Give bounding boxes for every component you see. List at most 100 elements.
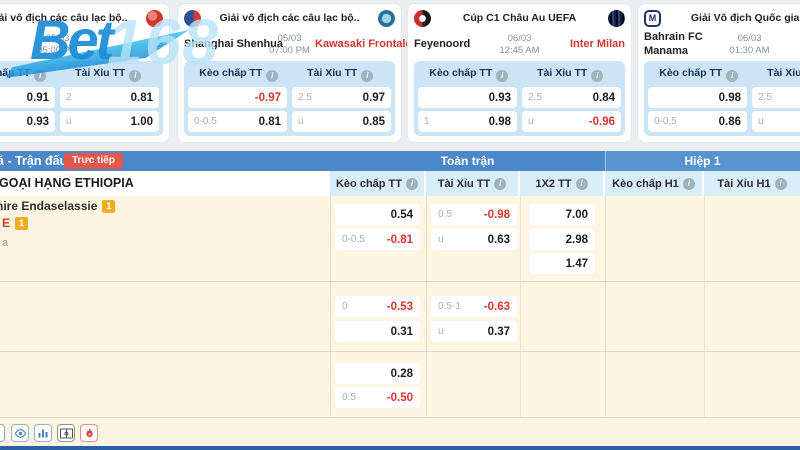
odds-table-body: Shire Endaselassie 1 E 1 a 0.54 0-0.5-0.… <box>0 196 800 446</box>
odds-cell[interactable]: u 0.85 <box>292 111 391 132</box>
bottom-accent-bar <box>0 446 800 450</box>
info-icon[interactable] <box>591 69 604 82</box>
match-card[interactable]: Giải vô địch các câu lạc bộ.. Shanghai S… <box>177 3 412 143</box>
odds-panel: Kèo chấp TT Tài Xỉu TT 0.93 2.50.84 10.9… <box>414 61 625 136</box>
home-team-logo-icon <box>644 9 661 27</box>
odds-cell[interactable]: 0.31 <box>335 321 420 342</box>
overunder-column-header: Tài Xỉu TT <box>520 67 622 82</box>
match-card[interactable]: Giải vô địch các câu lạc bộ.. 05/03 05:00… <box>0 3 170 143</box>
hot-flame-icon[interactable] <box>80 424 98 442</box>
odds-table-header: NGOẠI HẠNG ETHIOPIA Kèo chấp TT Tài Xỉu … <box>0 171 800 197</box>
odds-cell[interactable]: 1 0.98 <box>418 111 517 132</box>
half-section-background <box>605 151 800 171</box>
odds-cell[interactable]: 0.5-1 -0.63 <box>431 296 517 317</box>
odds-cell[interactable]: 0.93 <box>418 87 517 108</box>
odds-panel: Kèo chấp TT Tài Xỉu TT 0.91 20.81 0.93 u… <box>0 61 163 136</box>
home-team-name: Feyenoord <box>414 37 471 50</box>
stats-bars-icon[interactable] <box>34 424 52 442</box>
section-divider <box>605 151 606 171</box>
match-datetime: 05/03 07:00 PM <box>269 32 310 56</box>
overunder-column-header: Tài Xỉu TT <box>767 67 800 80</box>
column-header-handicap-h1: Kèo chấp H1 <box>605 171 704 196</box>
handicap-column-header: Kèo chấp TT <box>418 67 520 82</box>
odds-panel: Kèo chấp TT Tài Xỉu TT 0.98 2.5 0-0.50.8… <box>644 61 800 136</box>
info-icon[interactable] <box>774 177 787 190</box>
info-icon[interactable] <box>726 69 739 82</box>
odds-cell[interactable]: 0-0.5 0.86 <box>648 111 747 132</box>
odds-cell[interactable]: 1.47 <box>529 253 595 274</box>
odds-cell[interactable]: 0.28 <box>335 363 420 384</box>
yellow-card-badge: 1 <box>15 216 29 230</box>
league-title: Giải vô địch các câu lạc bộ.. <box>219 12 360 24</box>
away-team-logo-icon <box>146 9 163 27</box>
column-header-1x2-ft: 1X2 TT <box>520 171 605 196</box>
odds-cell[interactable]: 0.5 -0.50 <box>335 387 420 408</box>
odds-panel: Kèo chấp TT Tài Xỉu TT -0.97 2.50.97 0-0… <box>184 61 395 136</box>
column-header-handicap-ft: Kèo chấp TT <box>330 171 426 196</box>
section-title: Bóng đá - Trận đấu <box>0 154 68 168</box>
tab-full-time[interactable]: Toàn trận <box>440 154 495 168</box>
odds-cell[interactable]: 0.98 <box>648 87 747 108</box>
odds-cell[interactable]: u -0.96 <box>522 111 621 132</box>
odds-cell[interactable]: 0.5 -0.98 <box>431 204 517 225</box>
column-header-overunder-h1: Tài Xỉu H1 <box>704 171 800 196</box>
info-icon[interactable] <box>266 69 279 82</box>
column-header-overunder-ft: Tài Xỉu TT <box>426 171 520 196</box>
info-icon[interactable] <box>34 69 47 82</box>
info-icon[interactable] <box>575 177 588 190</box>
odds-cell[interactable]: 0.91 <box>0 87 55 108</box>
away-team-row[interactable]: E 1 <box>2 216 29 230</box>
eye-icon[interactable] <box>11 424 29 442</box>
handicap-column-header: Kèo chấp TT <box>0 67 58 82</box>
away-team-name: Inter Milan <box>569 37 625 50</box>
odds-cell[interactable]: -0.97 <box>188 87 287 108</box>
handicap-column-header: Kèo chấp TT <box>188 67 290 82</box>
info-icon[interactable] <box>361 69 374 82</box>
odds-cell[interactable]: 0-0.5 -0.81 <box>335 229 420 250</box>
odds-cell[interactable]: 2.5 0.97 <box>292 87 391 108</box>
live-badge[interactable]: Trực tiếp <box>64 153 123 169</box>
odds-cell[interactable]: 0.54 <box>335 204 420 225</box>
info-icon[interactable] <box>129 69 142 82</box>
away-team-logo-icon <box>378 9 395 27</box>
odds-cell[interactable]: 0.93 <box>0 111 55 132</box>
odds-cell[interactable]: 2 0.81 <box>60 87 159 108</box>
odds-cell[interactable]: 0 -0.53 <box>335 296 420 317</box>
away-team-logo-icon <box>608 9 625 27</box>
odds-cell[interactable]: u 0.37 <box>431 321 517 342</box>
odds-cell[interactable]: u 0.63 <box>431 229 517 250</box>
match-datetime: 06/03 01:30 AM <box>729 32 770 56</box>
overunder-column-header: Tài Xỉu TT <box>58 67 160 82</box>
info-icon[interactable] <box>494 177 507 190</box>
away-team-name: Kawasaki Frontale <box>315 37 412 50</box>
odds-cell[interactable]: 2.5 <box>752 87 800 108</box>
league-name: NGOẠI HẠNG ETHIOPIA <box>0 176 134 190</box>
match-datetime: 05/03 05:00 PM <box>37 32 78 56</box>
home-team-row[interactable]: Shire Endaselassie 1 <box>0 199 116 213</box>
overunder-column-header: Tài Xỉu TT <box>290 67 392 82</box>
away-team-name: G <box>154 37 163 50</box>
clipped-icon[interactable] <box>0 424 5 442</box>
odds-cell[interactable]: 2.98 <box>529 229 595 250</box>
home-team-name: Shanghai Shenhua <box>184 37 284 50</box>
league-title: Cúp C1 Châu Au UEFA <box>462 12 577 24</box>
home-team-name: Bahrain FC Manama <box>644 31 703 57</box>
tab-first-half[interactable]: Hiệp 1 <box>684 154 721 168</box>
match-info-row: a <box>2 237 9 249</box>
info-icon[interactable] <box>682 177 695 190</box>
odds-cell[interactable]: u <box>752 111 800 132</box>
match-card[interactable]: Cúp C1 Châu Au UEFA Feyenoord 06/03 12:45… <box>407 3 632 143</box>
football-pitch-icon[interactable] <box>57 424 75 442</box>
match-card[interactable]: Giải Vô địch Quốc gia... Bahrain FCManam… <box>637 3 800 143</box>
featured-matches-strip: Giải vô địch các câu lạc bộ.. 05/03 05:00… <box>0 0 800 148</box>
league-title: Giải vô địch các câu lạc bộ.. <box>0 12 128 24</box>
yellow-card-badge: 1 <box>102 199 116 213</box>
league-title: Giải Vô địch Quốc gia... <box>690 12 800 24</box>
info-icon[interactable] <box>496 69 509 82</box>
home-team-logo-icon <box>414 9 431 27</box>
odds-cell[interactable]: u 1.00 <box>60 111 159 132</box>
info-icon[interactable] <box>406 177 418 190</box>
odds-cell[interactable]: 7.00 <box>529 204 595 225</box>
odds-cell[interactable]: 2.5 0.84 <box>522 87 621 108</box>
odds-cell[interactable]: 0-0.5 0.81 <box>188 111 287 132</box>
